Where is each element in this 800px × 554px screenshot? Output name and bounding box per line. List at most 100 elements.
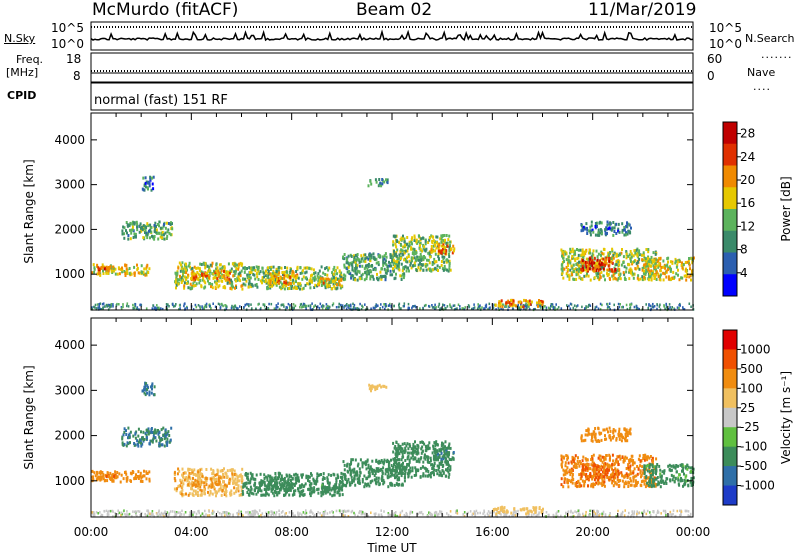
heatmap-cell [123,232,126,236]
heatmap-cell [433,307,436,311]
heatmap-cell [154,431,157,435]
heatmap-cell [561,250,564,254]
heatmap-cell [175,511,178,514]
heatmap-cell [649,273,652,277]
heatmap-cell [316,475,319,479]
heatmap-cell [538,299,540,302]
heatmap-cell [175,278,178,282]
heatmap-cell [561,254,563,258]
heatmap-cell [560,514,562,518]
heatmap-cell [517,509,519,513]
heatmap-cell [104,305,107,308]
heatmap-cell [596,233,599,237]
heatmap-cell [166,230,169,234]
heatmap-cell [322,472,325,476]
heatmap-cell [229,468,232,472]
heatmap-cell [645,257,648,261]
heatmap-cell [519,300,522,304]
heatmap-cell [338,493,341,497]
heatmap-cell [219,271,222,275]
heatmap-cell [378,254,381,257]
heatmap-cell [472,307,475,310]
heatmap-cell [629,259,632,263]
heatmap-cell [263,480,266,484]
heatmap-cell [195,282,198,286]
heatmap-cell [271,275,274,279]
heatmap-cell [528,305,530,309]
heatmap-cell [604,514,607,517]
heatmap-cell [641,275,644,279]
heatmap-cell [594,512,597,516]
heatmap-cell [584,514,587,518]
heatmap-cell [197,494,200,497]
heatmap-cell [647,268,650,272]
heatmap-cell [657,275,660,278]
heatmap-cell [614,267,617,271]
heatmap-cell [375,261,378,265]
heatmap-cell [154,306,156,309]
heatmap-cell [607,272,610,276]
heatmap-cell [315,478,318,482]
heatmap-cell [377,479,380,483]
heatmap-cell [593,513,595,517]
heatmap-cell [179,307,181,310]
heatmap-cell [196,490,199,494]
heatmap-cell [198,473,201,477]
heatmap-cell [589,225,592,229]
heatmap-cell [363,259,366,263]
heatmap-cell [325,266,328,270]
heatmap-cell [286,266,289,270]
heatmap-cell [348,304,350,307]
heatmap-cell [257,512,259,516]
heatmap-cell [215,494,217,498]
heatmap-cell [155,225,157,228]
heatmap-cell [593,276,596,280]
heatmap-cell [417,263,420,267]
heatmap-cell [270,513,273,517]
colorbar-swatch [723,274,737,297]
heatmap-cell [411,306,413,310]
heatmap-cell [125,229,127,233]
heatmap-cell [389,302,391,306]
heatmap-cell [349,261,352,265]
heatmap-cell [181,279,184,283]
heatmap-cell [428,238,431,242]
heatmap-cell [223,467,225,471]
heatmap-cell [356,464,359,468]
heatmap-cell [617,260,619,264]
heatmap-cell [136,222,139,226]
heatmap-cell [308,282,311,286]
heatmap-cell [690,278,692,282]
heatmap-cell [145,307,148,310]
heatmap-cell [261,481,264,484]
heatmap-cell [401,272,404,276]
heatmap-cell [281,303,284,306]
heatmap-cell [625,231,627,235]
heatmap-cell [201,474,204,478]
heatmap-cell [187,280,189,284]
heatmap-cell [319,512,321,515]
heatmap-cell [571,266,574,270]
heatmap-cell [124,263,127,267]
heatmap-cell [360,512,363,516]
heatmap-cell [237,275,240,279]
heatmap-cell [293,473,296,477]
heatmap-cell [213,487,216,491]
heatmap-cell [375,469,378,473]
heatmap-cell [369,264,372,268]
heatmap-cell [338,489,341,493]
heatmap-cell [510,298,512,302]
heatmap-cell [323,513,325,517]
heatmap-cell [582,260,585,264]
heatmap-cell [124,272,127,275]
heatmap-cell [195,305,198,309]
heatmap-cell [613,226,616,230]
heatmap-cell [115,304,118,307]
heatmap-cell [102,272,105,275]
heatmap-cell [177,484,180,488]
heatmap-cell [589,233,592,237]
heatmap-cell [665,275,668,279]
heatmap-cell [296,476,299,480]
heatmap-cell [433,511,436,515]
heatmap-cell [591,264,594,267]
